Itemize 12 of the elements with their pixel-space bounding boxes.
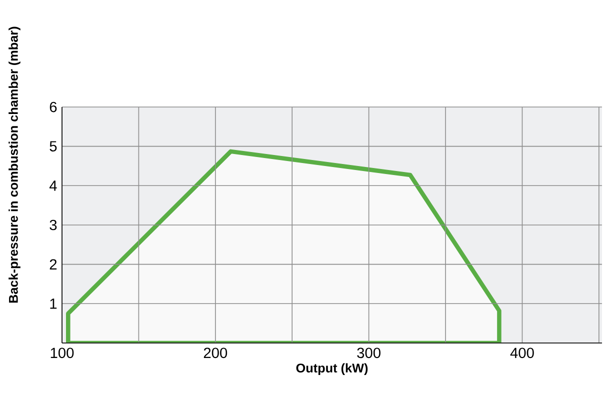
y-axis-title: Back-pressure in combustion chamber (mbar)	[8, 26, 20, 303]
x-tick-label: 100	[50, 348, 74, 358]
y-tick-label: 5	[50, 141, 57, 152]
y-tick-label: 6	[50, 102, 57, 112]
y-tick-label: 4	[49, 180, 57, 191]
y-tick-label: 2	[50, 259, 57, 270]
x-tick-label: 400	[510, 348, 534, 358]
x-tick-label: 300	[357, 348, 380, 358]
y-tick-label: 3	[50, 220, 57, 230]
x-tick-label: 200	[204, 348, 228, 358]
x-axis-title: Output (kW)	[296, 363, 368, 376]
y-tick-label: 1	[50, 298, 57, 309]
